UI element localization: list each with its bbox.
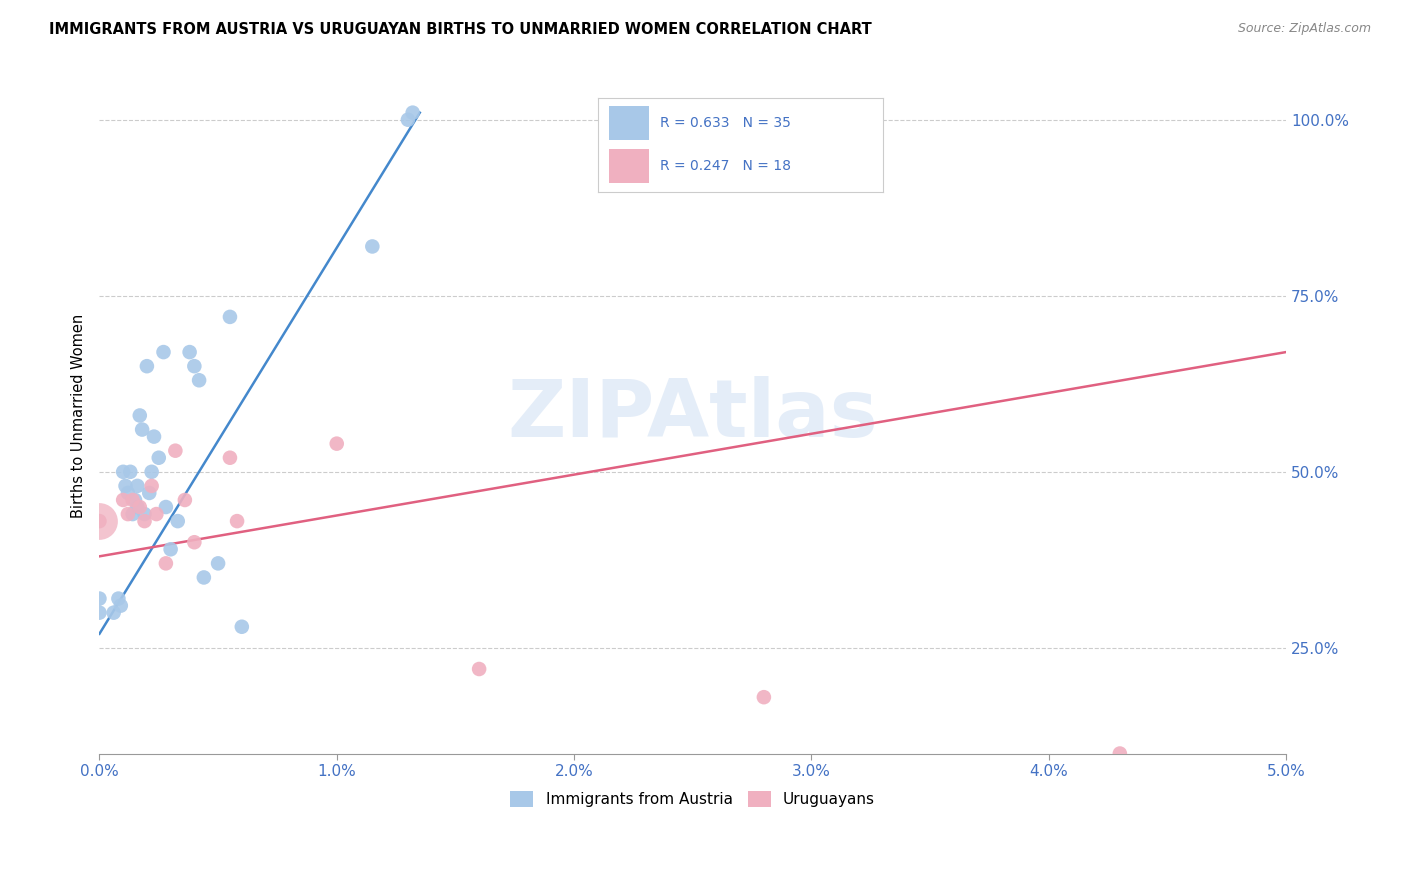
Legend: Immigrants from Austria, Uruguayans: Immigrants from Austria, Uruguayans [505, 785, 882, 814]
Point [89, 514, 111, 528]
Point [402, 105, 425, 120]
Point [134, 507, 156, 521]
Point [143, 429, 166, 443]
Point [131, 423, 153, 437]
Point [112, 493, 135, 508]
Point [114, 479, 136, 493]
Point [107, 591, 129, 606]
Point [179, 345, 201, 359]
Point [159, 542, 181, 557]
Point [141, 465, 163, 479]
Point [135, 359, 157, 374]
Point [141, 479, 163, 493]
Text: ZIPAtlas: ZIPAtlas [508, 376, 879, 455]
Point [89, 591, 111, 606]
Point [219, 310, 242, 324]
Point [183, 359, 205, 374]
Text: Source: ZipAtlas.com: Source: ZipAtlas.com [1237, 22, 1371, 36]
Point [89, 606, 111, 620]
Point [396, 112, 419, 127]
Point [152, 345, 174, 359]
Point [155, 500, 177, 514]
Point [103, 606, 125, 620]
Point [155, 557, 177, 571]
Point [193, 570, 215, 584]
Point [121, 493, 143, 508]
Point [165, 443, 187, 458]
Point [173, 493, 195, 508]
Point [1108, 747, 1130, 761]
Point [128, 409, 150, 423]
Point [128, 500, 150, 514]
Point [127, 500, 149, 514]
Y-axis label: Births to Unmarried Women: Births to Unmarried Women [72, 313, 86, 517]
Point [134, 514, 156, 528]
Point [219, 450, 242, 465]
Point [166, 514, 188, 528]
Point [183, 535, 205, 549]
Point [145, 507, 167, 521]
Point [207, 557, 229, 571]
Point [120, 465, 142, 479]
Point [226, 514, 249, 528]
Point [124, 493, 146, 508]
Point [326, 436, 349, 450]
Point [138, 486, 160, 500]
Point [110, 599, 132, 613]
Point [112, 465, 135, 479]
Point [127, 479, 149, 493]
Point [117, 507, 139, 521]
Point [361, 239, 384, 253]
Point [752, 690, 775, 705]
Text: IMMIGRANTS FROM AUSTRIA VS URUGUAYAN BIRTHS TO UNMARRIED WOMEN CORRELATION CHART: IMMIGRANTS FROM AUSTRIA VS URUGUAYAN BIR… [49, 22, 872, 37]
Point [468, 662, 491, 676]
Point [188, 373, 211, 387]
Point [231, 620, 253, 634]
Point [121, 507, 143, 521]
Point [148, 450, 170, 465]
Point [89, 514, 111, 528]
Point [117, 486, 139, 500]
